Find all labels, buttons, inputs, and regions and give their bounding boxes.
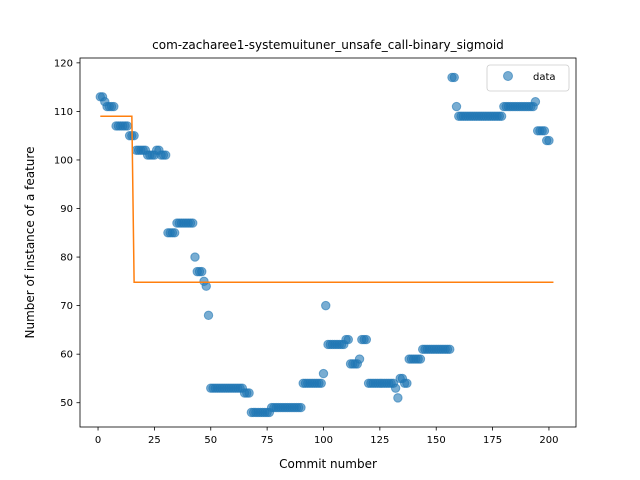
- x-tick-label: 25: [148, 435, 161, 446]
- y-axis-ticks: 50 60 70 80 90 100 110 120: [54, 58, 80, 409]
- x-tick-label: 0: [95, 435, 101, 446]
- data-point: [318, 368, 329, 379]
- x-tick-label: 100: [314, 435, 333, 446]
- x-axis-label: Commit number: [279, 457, 377, 471]
- data-point: [188, 218, 198, 228]
- y-tick-label: 50: [60, 398, 73, 409]
- data-point: [445, 344, 455, 355]
- chart-title: com-zacharee1-systemuituner_unsafe_call-…: [152, 38, 504, 52]
- x-tick-label: 200: [539, 435, 558, 446]
- data-point: [244, 388, 254, 398]
- data-point: [343, 334, 353, 345]
- y-tick-label: 60: [60, 350, 73, 361]
- data-point: [402, 378, 412, 388]
- data-point: [539, 126, 550, 136]
- x-tick-label: 150: [427, 435, 446, 446]
- fit-line-layer: [100, 115, 554, 284]
- data-point: [354, 354, 365, 364]
- y-axis-label: Number of instance of a feature: [23, 147, 37, 339]
- legend-marker: [503, 71, 513, 81]
- data-point: [197, 266, 207, 277]
- points-layer: [95, 72, 554, 418]
- data-point: [122, 121, 133, 131]
- data-point: [201, 281, 211, 291]
- data-point: [390, 383, 401, 393]
- y-tick-label: 110: [54, 107, 73, 118]
- data-point: [169, 228, 180, 238]
- data-point: [530, 97, 541, 107]
- fit-line: [100, 115, 554, 284]
- legend-box: [486, 64, 570, 92]
- legend-label-data: data: [533, 72, 556, 83]
- data-point: [321, 300, 331, 311]
- legend: data: [486, 64, 570, 92]
- x-tick-label: 175: [483, 435, 502, 446]
- plot-frame: [79, 57, 577, 428]
- data-point: [451, 101, 462, 112]
- y-tick-label: 100: [54, 155, 73, 166]
- data-point: [361, 334, 372, 345]
- data-point: [316, 378, 326, 388]
- y-tick-label: 90: [60, 204, 73, 215]
- data-point: [160, 150, 171, 160]
- x-axis-ticks: 0 25 50 75 100 125 150 175 200: [95, 427, 558, 446]
- data-point: [496, 111, 507, 121]
- x-tick-label: 125: [370, 435, 389, 446]
- data-point: [393, 393, 403, 403]
- data-point: [129, 130, 139, 141]
- data-point: [544, 135, 554, 146]
- y-tick-label: 70: [60, 301, 73, 312]
- x-tick-label: 75: [261, 435, 274, 446]
- data-point: [449, 72, 459, 83]
- data-point: [415, 354, 426, 364]
- y-tick-label: 80: [60, 253, 73, 264]
- y-tick-label: 120: [54, 58, 73, 69]
- data-point: [203, 310, 214, 321]
- data-point: [109, 101, 119, 112]
- x-tick-label: 50: [204, 435, 217, 446]
- data-point: [190, 252, 200, 262]
- data-point: [296, 402, 306, 413]
